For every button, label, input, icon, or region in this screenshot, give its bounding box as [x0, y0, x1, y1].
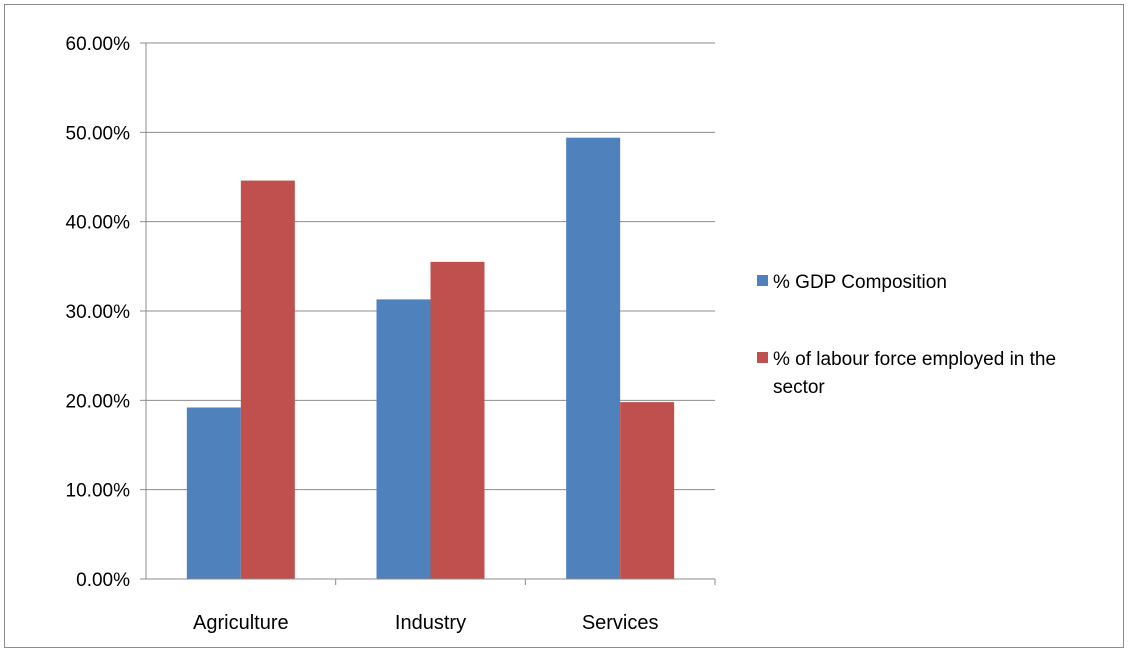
y-tick-label: 50.00% — [66, 123, 131, 144]
legend-label-series-1: % GDP Composition — [773, 272, 947, 293]
legend-label-series-2: % of labour force employed in the sector — [773, 349, 1056, 398]
x-tick-label: Industry — [395, 612, 466, 634]
legend: % GDP Composition % of labour force emplo… — [757, 272, 1056, 398]
bar-industry-series-2 — [430, 261, 485, 579]
y-tick-label: 30.00% — [66, 302, 131, 323]
legend-label-line: % of labour force employed in the — [773, 349, 1056, 370]
y-tick-label: 20.00% — [66, 391, 131, 412]
bar-agriculture-series-1 — [186, 407, 241, 579]
bar-services-series-2 — [620, 402, 675, 579]
bar-agriculture-series-2 — [240, 180, 295, 579]
bar-chart: 0.00% 10.00% 20.00% 30.00% 40.00% 50.00% 60.00… — [66, 34, 1057, 634]
bar-services-series-1 — [566, 137, 621, 579]
y-tick-label: 60.00% — [66, 34, 131, 55]
x-tick-label: Agriculture — [193, 612, 289, 634]
chart-frame: 0.00% 10.00% 20.00% 30.00% 40.00% 50.00% 60.00… — [4, 4, 1124, 648]
bar-industry-series-1 — [376, 299, 431, 579]
x-tick-label: Services — [582, 612, 659, 634]
legend-swatch-series-1 — [757, 275, 768, 286]
legend-swatch-series-2 — [757, 352, 768, 363]
axes: 0.00% 10.00% 20.00% 30.00% 40.00% 50.00% 60.00… — [66, 34, 716, 634]
y-tick-label: 10.00% — [66, 481, 131, 502]
bars — [186, 137, 675, 579]
y-tick-label: 0.00% — [76, 570, 130, 591]
legend-label-line: sector — [773, 377, 825, 398]
y-tick-label: 40.00% — [66, 213, 131, 234]
